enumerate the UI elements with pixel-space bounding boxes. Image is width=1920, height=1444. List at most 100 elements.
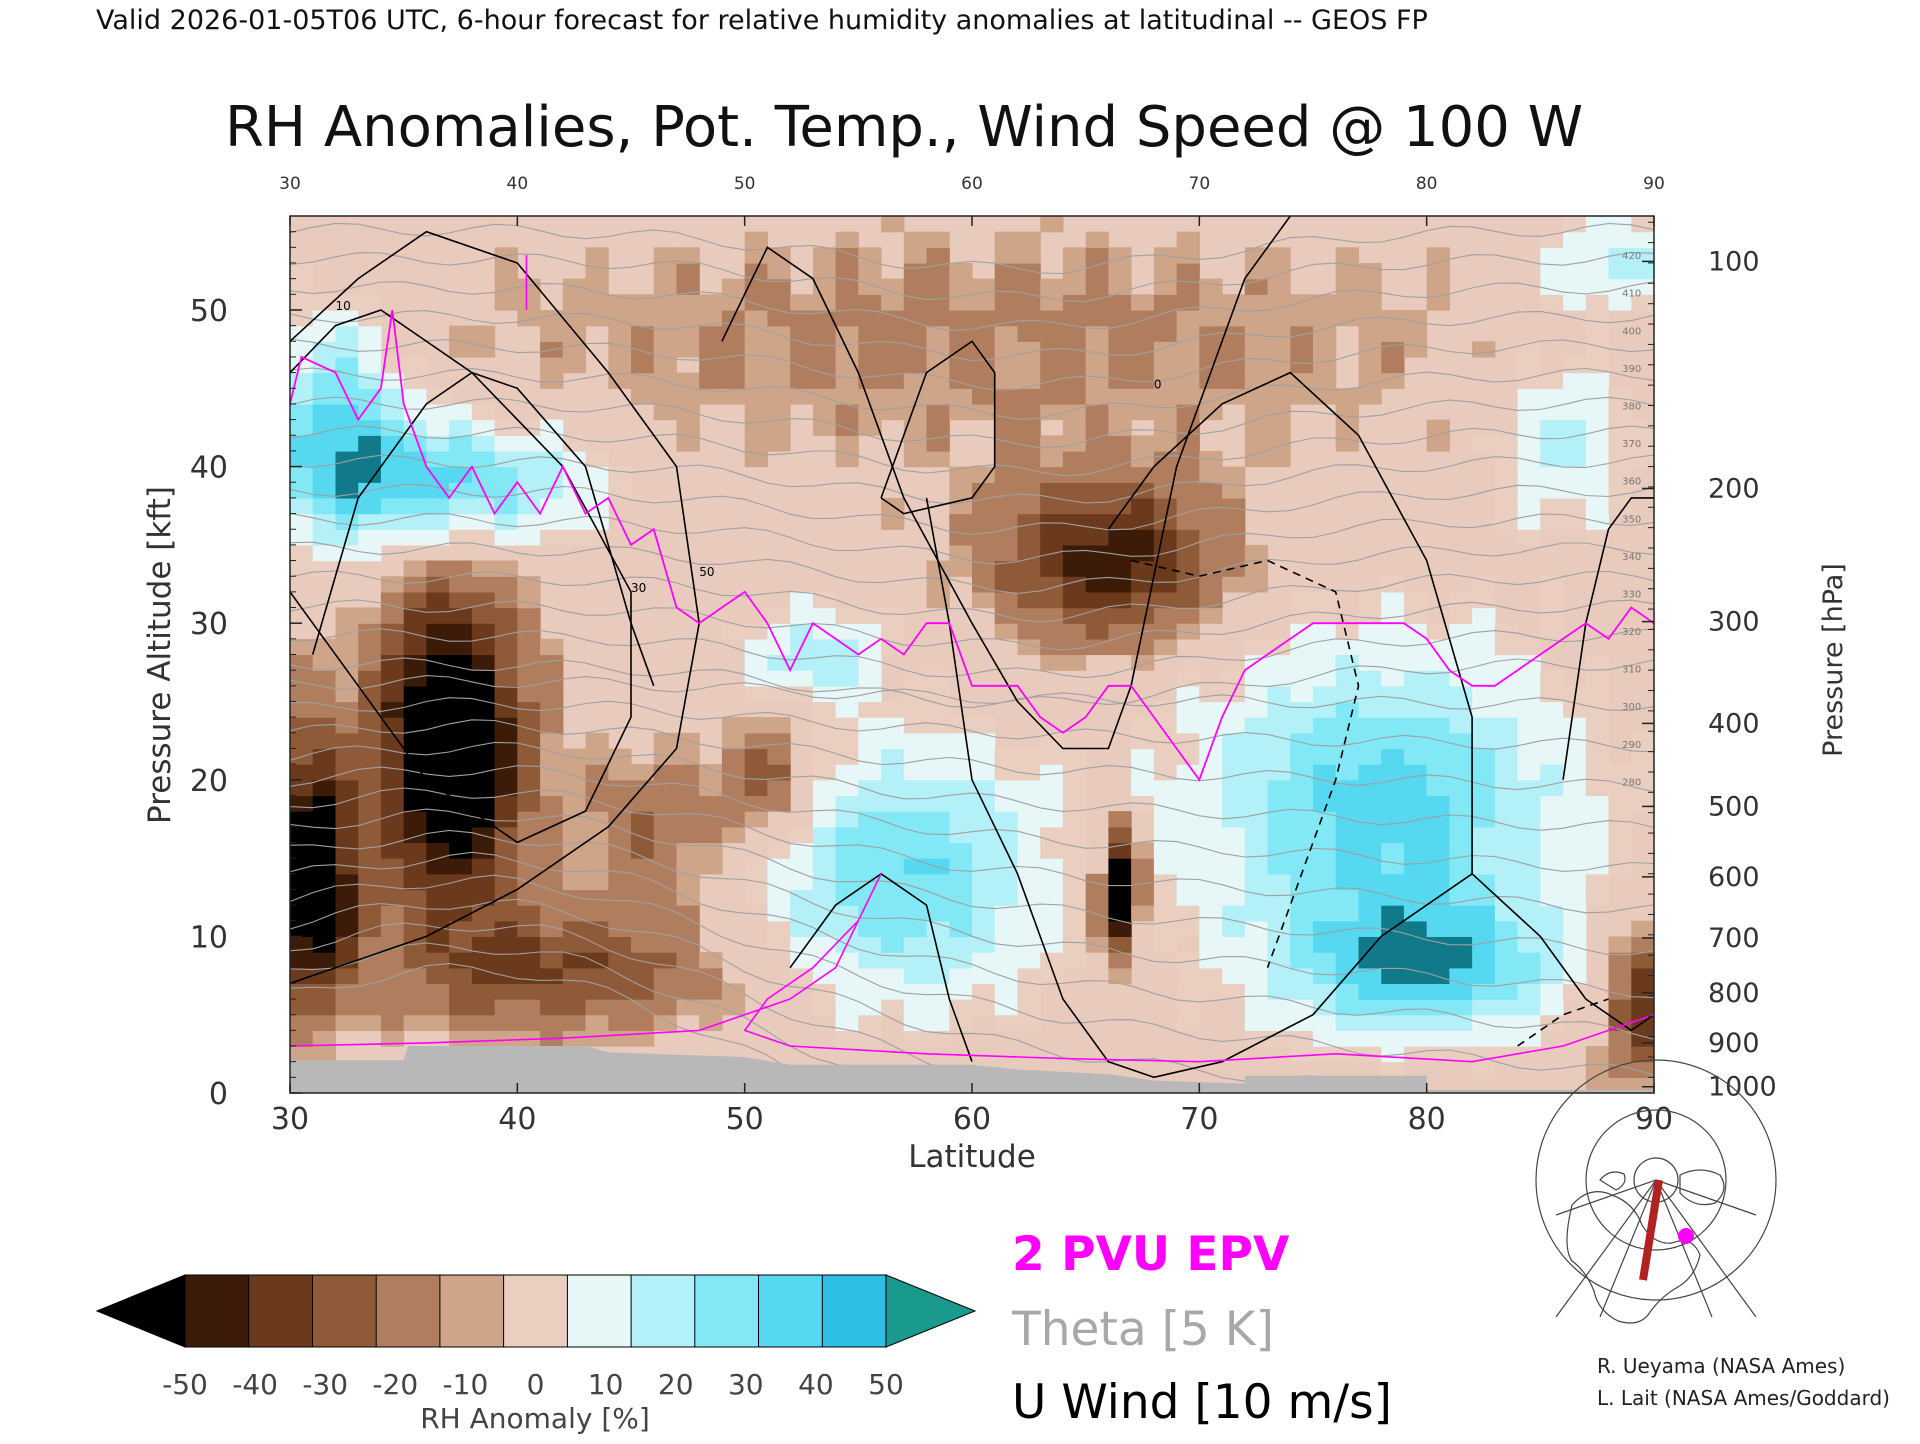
- heat-cell: [1563, 294, 1587, 311]
- heat-cell: [426, 1014, 450, 1031]
- heat-cell: [1335, 873, 1359, 891]
- heat-cell: [1017, 403, 1041, 421]
- heat-cell: [608, 952, 632, 969]
- heat-cell: [972, 748, 996, 765]
- heat-cell: [1017, 889, 1041, 906]
- heat-cell: [1426, 795, 1450, 812]
- heat-cell: [858, 341, 882, 358]
- heat-cell: [1426, 748, 1450, 765]
- heat-cell: [653, 356, 677, 374]
- heat-cell: [881, 403, 905, 421]
- heat-cell: [903, 764, 928, 781]
- heat-cell: [631, 905, 655, 922]
- heat-cell: [449, 325, 473, 342]
- heat-cell: [835, 263, 859, 280]
- heat-cell: [1244, 450, 1269, 468]
- heat-cell: [1403, 748, 1428, 765]
- heat-cell: [426, 858, 450, 875]
- heat-cell: [1131, 858, 1155, 875]
- heat-cell: [403, 999, 427, 1016]
- heat-cell: [1472, 341, 1496, 358]
- heat-cell: [540, 811, 564, 828]
- heat-cell: [517, 482, 541, 499]
- heat-cell: [790, 952, 814, 969]
- heat-cell: [972, 952, 996, 969]
- heat-cell: [1244, 748, 1269, 765]
- heat-cell: [1403, 873, 1428, 891]
- heat-cell: [335, 889, 359, 906]
- heat-cell: [1563, 403, 1587, 421]
- heat-cell: [1449, 826, 1473, 844]
- heat-cell: [1108, 263, 1132, 280]
- heat-cell: [972, 372, 996, 389]
- heat-cell: [1244, 936, 1269, 953]
- heat-cell: [1313, 764, 1337, 781]
- heat-cell: [585, 842, 609, 859]
- heat-cell: [767, 341, 791, 358]
- heat-cell: [1290, 1030, 1314, 1047]
- heat-cell: [380, 764, 405, 781]
- heat-cell: [1472, 1030, 1496, 1047]
- theta-label: 310: [1622, 665, 1641, 676]
- heat-cell: [881, 795, 905, 812]
- heat-cell: [972, 764, 996, 781]
- heat-cell: [449, 403, 473, 421]
- heat-cell: [903, 388, 928, 405]
- heat-cell: [903, 936, 928, 953]
- heat-cell: [335, 638, 359, 656]
- heat-cell: [858, 701, 882, 718]
- heat-cell: [1040, 779, 1064, 797]
- heat-cell: [812, 842, 837, 859]
- heat-cell: [926, 263, 950, 280]
- heat-cell: [676, 294, 700, 311]
- heat-cell: [1040, 858, 1064, 875]
- heat-cell: [835, 607, 859, 624]
- heat-cell: [380, 435, 405, 452]
- heat-cell: [1153, 811, 1178, 828]
- heat-cell: [517, 294, 541, 311]
- heat-cell: [1631, 216, 1654, 233]
- heat-cell: [1267, 310, 1291, 327]
- heat-cell: [540, 638, 564, 656]
- heat-cell: [1449, 905, 1473, 922]
- heat-cell: [380, 717, 405, 734]
- heat-cell: [312, 560, 336, 577]
- x-top-tick-label: 30: [279, 174, 301, 194]
- heat-cell: [1517, 795, 1541, 812]
- heat-cell: [1290, 873, 1314, 891]
- heat-cell: [358, 936, 382, 953]
- heat-cell: [881, 372, 905, 389]
- heat-cell: [1062, 560, 1087, 577]
- heat-cell: [653, 388, 677, 405]
- heat-cell: [1631, 920, 1654, 937]
- heat-cell: [812, 607, 837, 624]
- heat-cell: [426, 435, 450, 452]
- heat-cell: [699, 764, 723, 781]
- heat-cell: [1153, 795, 1178, 812]
- heat-cell: [676, 936, 700, 953]
- heat-cell: [1131, 513, 1155, 530]
- heat-cell: [1358, 638, 1382, 656]
- heat-cell: [1585, 811, 1610, 828]
- heat-cell: [403, 403, 427, 421]
- heat-cell: [1335, 638, 1359, 656]
- heat-cell: [994, 356, 1018, 374]
- heat-cell: [926, 717, 950, 734]
- heat-cell: [1085, 310, 1109, 327]
- heat-cell: [812, 748, 837, 765]
- heat-cell: [1176, 999, 1200, 1016]
- heat-cell: [585, 811, 609, 828]
- heat-cell: [835, 388, 859, 405]
- heat-cell: [358, 670, 382, 687]
- heat-cell: [290, 999, 314, 1016]
- heat-cell: [1381, 1061, 1405, 1078]
- heat-cell: [494, 654, 518, 671]
- heat-cell: [312, 873, 336, 891]
- heat-cell: [1449, 779, 1473, 797]
- heat-cell: [471, 654, 496, 671]
- heat-cell: [1335, 764, 1359, 781]
- heat-cell: [1608, 811, 1632, 828]
- heat-cell: [1449, 795, 1473, 812]
- heat-cell: [676, 811, 700, 828]
- heat-cell: [494, 779, 518, 797]
